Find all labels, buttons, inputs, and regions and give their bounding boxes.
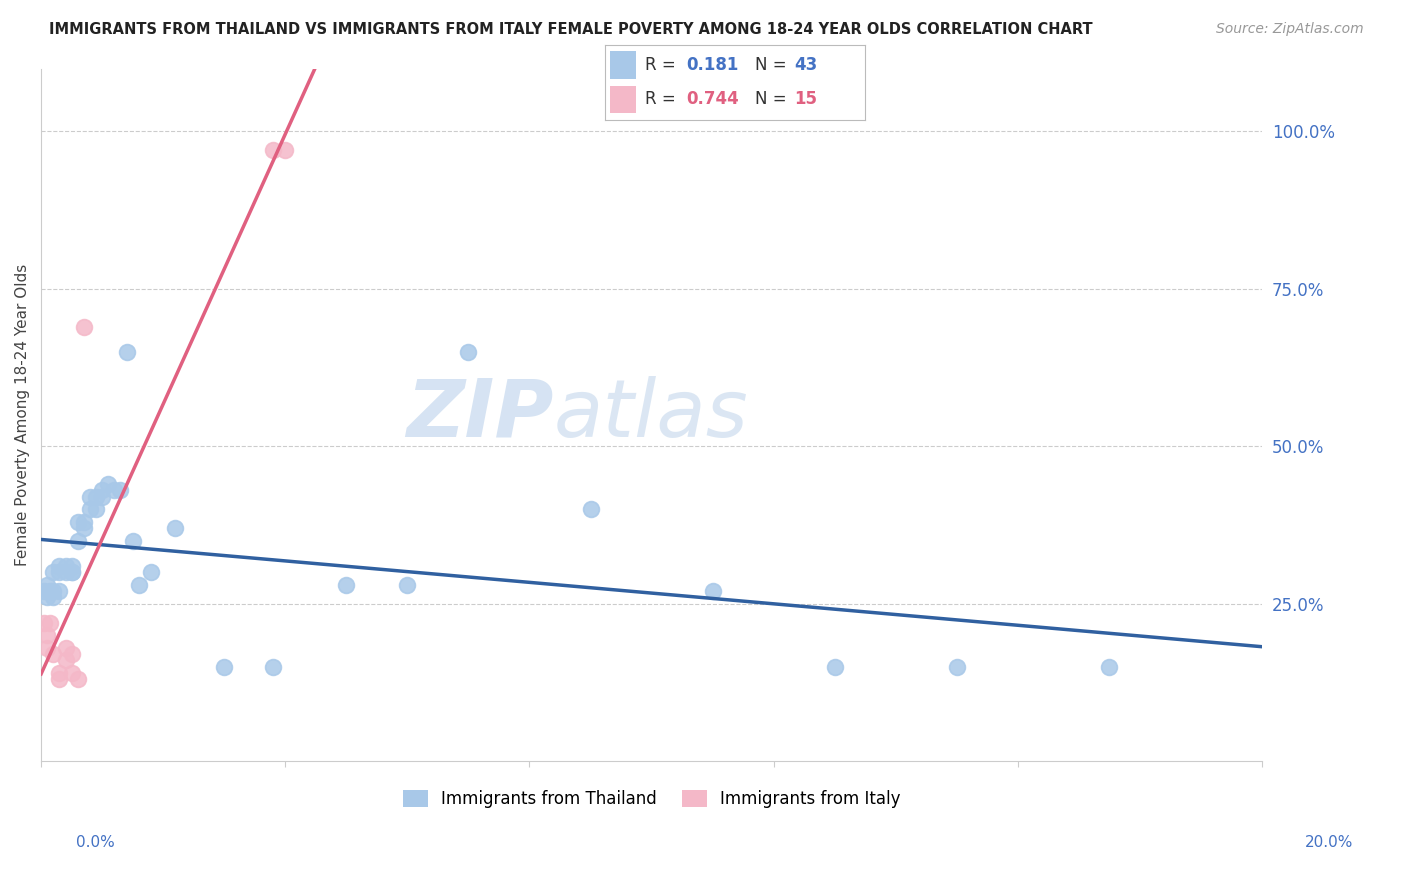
Point xyxy=(48,558,70,573)
Point xyxy=(60,647,83,661)
Point xyxy=(60,565,83,579)
Point xyxy=(37,640,59,655)
Point xyxy=(48,584,70,599)
Text: R =: R = xyxy=(645,56,681,74)
Point xyxy=(32,615,55,630)
Text: 20.0%: 20.0% xyxy=(1305,836,1353,850)
Point xyxy=(42,591,65,605)
Point xyxy=(1098,659,1121,673)
Point xyxy=(39,584,62,599)
Text: 15: 15 xyxy=(794,90,817,108)
FancyBboxPatch shape xyxy=(610,52,636,78)
Point xyxy=(48,665,70,680)
Text: ZIP: ZIP xyxy=(406,376,554,454)
Text: N =: N = xyxy=(755,90,793,108)
Text: N =: N = xyxy=(755,56,793,74)
Point xyxy=(73,515,96,529)
Text: IMMIGRANTS FROM THAILAND VS IMMIGRANTS FROM ITALY FEMALE POVERTY AMONG 18-24 YEA: IMMIGRANTS FROM THAILAND VS IMMIGRANTS F… xyxy=(49,22,1092,37)
Y-axis label: Female Poverty Among 18-24 Year Olds: Female Poverty Among 18-24 Year Olds xyxy=(15,264,30,566)
Point xyxy=(84,502,107,516)
Point xyxy=(128,578,150,592)
Point xyxy=(262,659,284,673)
Point xyxy=(824,659,846,673)
Point xyxy=(84,490,107,504)
Point xyxy=(32,584,55,599)
Point xyxy=(37,628,59,642)
Point xyxy=(39,615,62,630)
Point xyxy=(73,319,96,334)
Point xyxy=(37,578,59,592)
Point xyxy=(37,591,59,605)
Text: 43: 43 xyxy=(794,56,818,74)
Text: 0.181: 0.181 xyxy=(686,56,740,74)
Legend: Immigrants from Thailand, Immigrants from Italy: Immigrants from Thailand, Immigrants fro… xyxy=(396,783,907,815)
Point xyxy=(60,565,83,579)
Point xyxy=(42,565,65,579)
Point xyxy=(79,502,101,516)
Point xyxy=(66,533,89,548)
Point xyxy=(335,578,357,592)
Point xyxy=(457,344,479,359)
Point xyxy=(579,502,602,516)
Point xyxy=(274,144,297,158)
Point xyxy=(66,515,89,529)
Point xyxy=(110,483,132,498)
Point xyxy=(121,533,143,548)
Point xyxy=(97,477,120,491)
Point xyxy=(396,578,419,592)
Point xyxy=(946,659,969,673)
Point xyxy=(42,584,65,599)
Text: Source: ZipAtlas.com: Source: ZipAtlas.com xyxy=(1216,22,1364,37)
Point xyxy=(48,565,70,579)
FancyBboxPatch shape xyxy=(610,86,636,112)
Point xyxy=(55,565,77,579)
Point xyxy=(73,521,96,535)
Point xyxy=(66,672,89,686)
Point xyxy=(60,665,83,680)
Text: atlas: atlas xyxy=(554,376,748,454)
Point xyxy=(60,558,83,573)
Point xyxy=(79,490,101,504)
Text: 0.0%: 0.0% xyxy=(76,836,115,850)
Text: 0.744: 0.744 xyxy=(686,90,740,108)
Point xyxy=(55,653,77,667)
Point xyxy=(42,647,65,661)
Point xyxy=(262,144,284,158)
Point xyxy=(91,490,114,504)
Point xyxy=(55,558,77,573)
Point xyxy=(702,584,724,599)
Point xyxy=(103,483,125,498)
Point xyxy=(139,565,162,579)
Point xyxy=(55,640,77,655)
Point xyxy=(48,672,70,686)
Point xyxy=(165,521,187,535)
Point xyxy=(115,344,138,359)
Point xyxy=(91,483,114,498)
Point xyxy=(212,659,235,673)
Text: R =: R = xyxy=(645,90,681,108)
